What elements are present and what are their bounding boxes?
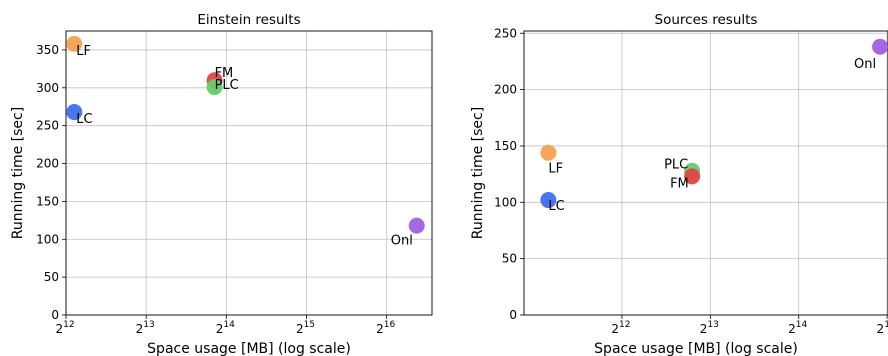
y-tick-label: 50 bbox=[502, 252, 517, 266]
x-tick-label-exponent: 12 bbox=[63, 320, 74, 330]
x-tick-label-exponent: 16 bbox=[384, 320, 396, 330]
point-label-fm: FM bbox=[215, 66, 234, 81]
y-tick-label: 250 bbox=[36, 119, 59, 133]
x-tick-label-exponent: 15 bbox=[304, 320, 315, 330]
y-tick-label: 350 bbox=[36, 43, 59, 57]
x-tick-label-base: 2 bbox=[376, 322, 384, 336]
y-tick-label: 50 bbox=[44, 270, 59, 284]
x-tick-label-base: 2 bbox=[611, 322, 619, 336]
y-axis-label: Running time [sec] bbox=[10, 107, 26, 239]
x-tick-label-base: 2 bbox=[55, 322, 63, 336]
data-point-onl bbox=[408, 217, 425, 234]
grid bbox=[65, 31, 432, 316]
point-label-lc: LC bbox=[548, 199, 564, 214]
chart-title: Einstein results bbox=[197, 12, 300, 28]
x-axis-label: Space usage [MB] (log scale) bbox=[147, 341, 351, 356]
x-tick-label-base: 2 bbox=[296, 322, 304, 336]
x-tick-label: 215 bbox=[296, 320, 315, 336]
y-axis-label: Running time [sec] bbox=[470, 107, 486, 239]
x-tick-label-base: 2 bbox=[216, 322, 224, 336]
x-tick-label-base: 2 bbox=[877, 322, 885, 336]
y-tick-label: 250 bbox=[494, 26, 517, 40]
x-tick-label: 212 bbox=[611, 320, 630, 336]
y-tick-label: 0 bbox=[509, 308, 517, 322]
x-tick-label: 214 bbox=[788, 320, 807, 336]
x-tick-label-exponent: 15 bbox=[884, 320, 888, 330]
data-point-plc bbox=[206, 79, 223, 96]
point-label-lf: LF bbox=[548, 162, 563, 177]
x-tick-label: 212 bbox=[55, 320, 74, 336]
point-label-onl: Onl bbox=[391, 234, 413, 249]
x-tick-label-exponent: 14 bbox=[796, 320, 808, 330]
x-tick-label-base: 2 bbox=[136, 322, 144, 336]
x-tick-label-exponent: 13 bbox=[707, 320, 718, 330]
chart-panel-2: 050100150200250212213214215Sources resul… bbox=[470, 12, 888, 356]
point-label-plc: PLC bbox=[664, 158, 688, 173]
x-tick-label: 215 bbox=[877, 320, 888, 336]
plot-frame bbox=[523, 30, 888, 316]
x-tick-label-base: 2 bbox=[700, 322, 708, 336]
y-tick-label: 100 bbox=[36, 232, 59, 246]
y-tick-label: 150 bbox=[36, 194, 59, 208]
x-tick-label: 216 bbox=[376, 320, 395, 336]
data-point-fm bbox=[684, 168, 701, 185]
y-tick-label: 300 bbox=[36, 81, 59, 95]
data-point-onl bbox=[872, 38, 888, 55]
y-tick-label: 150 bbox=[494, 139, 517, 153]
x-tick-label-exponent: 14 bbox=[223, 320, 235, 330]
point-label-lc: LC bbox=[76, 112, 92, 127]
grid bbox=[524, 31, 888, 316]
data-point-lc bbox=[66, 104, 83, 121]
x-tick-label: 213 bbox=[136, 320, 155, 336]
y-tick-label: 0 bbox=[51, 308, 59, 322]
y-tick-label: 200 bbox=[36, 157, 59, 171]
x-tick-label-exponent: 13 bbox=[143, 320, 154, 330]
data-point-lc bbox=[540, 192, 557, 209]
x-tick-label-exponent: 12 bbox=[619, 320, 630, 330]
x-tick-label: 214 bbox=[216, 320, 235, 336]
y-tick-label: 100 bbox=[494, 195, 517, 209]
point-label-fm: FM bbox=[670, 176, 689, 191]
point-label-onl: Onl bbox=[854, 57, 876, 72]
point-label-plc: PLC bbox=[215, 78, 239, 93]
data-point-lf bbox=[540, 144, 557, 161]
point-label-lf: LF bbox=[76, 44, 91, 59]
x-tick-label-base: 2 bbox=[788, 322, 796, 336]
chart-title: Sources results bbox=[655, 12, 758, 28]
y-tick-label: 200 bbox=[494, 83, 517, 97]
plot-frame bbox=[65, 30, 433, 316]
x-axis-label: Space usage [MB] (log scale) bbox=[594, 341, 798, 356]
data-point-lf bbox=[66, 35, 83, 52]
x-tick-label: 213 bbox=[700, 320, 719, 336]
